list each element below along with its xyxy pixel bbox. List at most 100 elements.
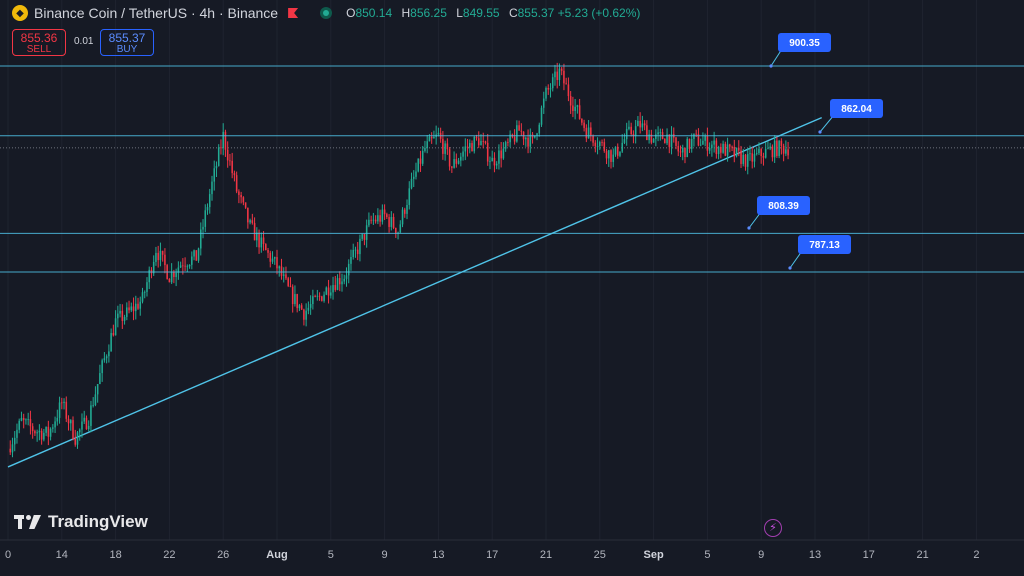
candle-body [332, 285, 334, 293]
candle-body [610, 150, 612, 162]
candle-body [462, 151, 464, 157]
candle-body [175, 272, 177, 278]
candle-body [249, 220, 251, 223]
candle-body [25, 419, 27, 421]
candle-body [753, 153, 756, 162]
candle-body [323, 294, 325, 301]
candle-body [744, 154, 747, 167]
candle-body [444, 143, 446, 154]
x-tick-label: Aug [266, 549, 287, 561]
candle-body [45, 426, 47, 433]
candle-body [231, 160, 233, 174]
candle-body [13, 437, 16, 445]
candle-body [390, 216, 393, 227]
candle-body [54, 421, 56, 428]
candle-body [576, 105, 579, 107]
candle-body [419, 158, 422, 164]
candle-body [594, 142, 597, 147]
candle-body [305, 310, 307, 320]
buy-price: 855.37 [108, 31, 146, 45]
candle-body [146, 282, 148, 292]
candle-body [607, 150, 610, 159]
trendline [7, 116, 823, 468]
candle-body [657, 132, 659, 135]
candle-body [417, 158, 420, 172]
candle-body [78, 429, 81, 433]
x-tick-label: 14 [56, 549, 68, 561]
candle-body [173, 271, 175, 278]
candle-body [603, 142, 606, 152]
candle-body [403, 209, 406, 214]
candle-body [276, 257, 278, 269]
candle-body [372, 219, 375, 221]
candle-body [746, 154, 749, 167]
buy-label: BUY [116, 44, 138, 55]
candle-body [170, 271, 173, 283]
sell-button[interactable]: 855.36 SELL [12, 29, 66, 56]
candle-body [105, 356, 108, 359]
candle-body [365, 225, 368, 240]
candle-body [63, 401, 65, 403]
candle-body [628, 126, 630, 129]
candle-body [677, 145, 680, 152]
candle-body [177, 267, 180, 273]
candle-body [590, 127, 592, 136]
candle-body [206, 207, 209, 211]
flash-icon[interactable]: ⚡ [764, 519, 782, 537]
candle-body [457, 160, 460, 164]
candle-body [560, 68, 563, 71]
candle-body [184, 265, 186, 267]
buy-button[interactable]: 855.37 BUY [100, 29, 154, 56]
symbol-title[interactable]: Binance Coin / TetherUS · 4h · Binance [34, 5, 279, 21]
candle-body [542, 98, 545, 108]
x-tick-label: 9 [758, 549, 764, 561]
price-label-text: 787.13 [809, 240, 840, 251]
candle-body [711, 144, 713, 148]
candle-body [464, 146, 467, 152]
candle-body [31, 426, 34, 432]
flag-icon[interactable] [288, 8, 299, 18]
candle-body [581, 118, 583, 123]
candle-body [291, 286, 294, 305]
candle-body [267, 250, 269, 253]
candle-body [240, 194, 242, 198]
candle-body [401, 209, 404, 225]
candle-body [258, 232, 260, 248]
candle-body [406, 204, 408, 214]
candle-body [244, 202, 247, 208]
candle-body [495, 163, 498, 166]
candle-body [262, 237, 265, 245]
candle-body [83, 417, 86, 422]
candle-body [34, 431, 36, 434]
candle-body [451, 166, 453, 168]
candle-body [650, 134, 653, 143]
candle-body [65, 401, 68, 419]
candle-body [715, 140, 718, 155]
x-tick-label: 5 [704, 549, 710, 561]
x-tick-label: 18 [109, 549, 121, 561]
candle-body [374, 219, 377, 222]
candle-body [325, 287, 328, 295]
candle-body [303, 309, 305, 320]
candle-body [616, 146, 619, 156]
candle-body [217, 147, 220, 166]
candle-body [480, 141, 482, 146]
price-label-leader [789, 250, 803, 269]
candle-body [578, 105, 581, 119]
candle-body [632, 134, 635, 137]
x-tick-label: 5 [328, 549, 334, 561]
candle-body [516, 125, 518, 142]
brand-name: TradingView [48, 512, 148, 531]
x-tick-label: 21 [916, 549, 928, 561]
candle-body [99, 373, 101, 385]
candle-body [545, 87, 547, 99]
candle-body [76, 432, 79, 445]
candle-body [233, 173, 236, 176]
candle-body [547, 87, 550, 90]
candle-body [148, 269, 151, 283]
candle-body [164, 254, 166, 266]
candle-body [247, 207, 249, 223]
candle-body [693, 133, 695, 139]
candle-body [307, 307, 310, 311]
